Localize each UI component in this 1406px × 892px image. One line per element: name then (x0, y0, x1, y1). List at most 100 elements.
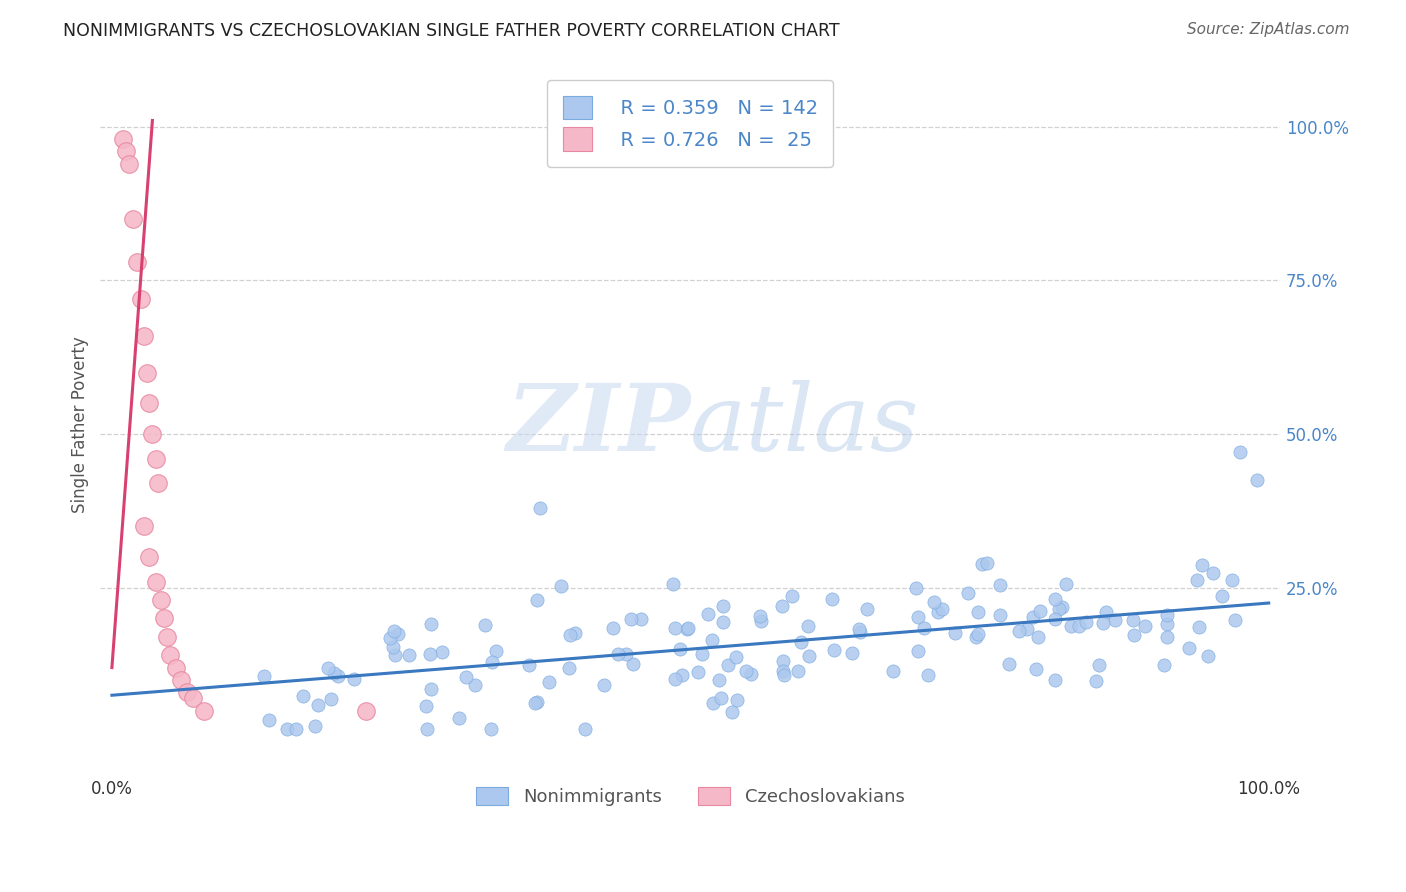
Point (787, 664, 810, 678)
Point (343, 672, 366, 686)
Point (328, 669, 350, 683)
Point (702, 696, 724, 710)
Point (717, 657, 740, 672)
Point (464, 678, 486, 692)
Point (780, 589, 803, 603)
Text: NONIMMIGRANTS VS CZECHOSLOVAKIAN SINGLE FATHER POVERTY CORRELATION CHART: NONIMMIGRANTS VS CZECHOSLOVAKIAN SINGLE … (63, 22, 839, 40)
Point (1054, 577, 1077, 591)
Point (127, 255, 149, 269)
Point (1092, 615, 1115, 630)
Point (671, 667, 693, 681)
Point (387, 627, 409, 641)
Point (176, 685, 198, 699)
Point (564, 626, 586, 640)
Point (138, 549, 160, 564)
Point (797, 619, 820, 633)
Point (384, 648, 406, 662)
Point (1076, 615, 1098, 629)
Point (799, 649, 821, 664)
Point (1025, 662, 1047, 676)
Point (675, 622, 697, 636)
Text: Source: ZipAtlas.com: Source: ZipAtlas.com (1187, 22, 1350, 37)
Point (621, 657, 644, 671)
Point (912, 621, 935, 635)
Point (1122, 613, 1144, 627)
Y-axis label: Single Father Poverty: Single Father Poverty (72, 336, 89, 513)
Point (614, 647, 637, 661)
Point (1156, 607, 1178, 622)
Point (606, 647, 628, 661)
Point (711, 615, 734, 630)
Point (526, 695, 548, 709)
Point (193, 704, 215, 718)
Point (474, 617, 496, 632)
Point (416, 722, 439, 736)
Point (398, 648, 420, 662)
Point (620, 612, 643, 626)
Point (153, 611, 176, 625)
Point (841, 646, 863, 660)
Point (749, 614, 772, 628)
Point (284, 722, 307, 736)
Point (664, 673, 686, 687)
Point (419, 647, 441, 661)
Point (526, 593, 548, 607)
Point (676, 621, 699, 635)
Point (1222, 573, 1244, 587)
Point (118, 156, 141, 170)
Point (165, 660, 187, 674)
Point (1177, 640, 1199, 655)
Point (724, 649, 747, 664)
Point (967, 605, 990, 619)
Point (529, 500, 551, 515)
Point (1088, 658, 1111, 673)
Point (630, 612, 652, 626)
Point (721, 705, 744, 719)
Point (988, 607, 1011, 622)
Point (970, 557, 993, 571)
Point (688, 665, 710, 679)
Point (1185, 573, 1208, 587)
Point (922, 594, 945, 608)
Point (558, 628, 581, 642)
Point (700, 632, 723, 647)
Point (917, 667, 939, 681)
Point (276, 722, 298, 736)
Point (323, 665, 346, 680)
Point (965, 630, 987, 644)
Legend: Nonimmigrants, Czechoslovakians: Nonimmigrants, Czechoslovakians (467, 778, 914, 815)
Point (907, 644, 929, 658)
Point (1246, 473, 1268, 487)
Point (602, 621, 624, 635)
Point (669, 642, 692, 657)
Point (856, 602, 879, 616)
Point (821, 591, 844, 606)
Point (1133, 619, 1156, 633)
Point (690, 647, 713, 661)
Point (382, 624, 405, 638)
Point (1156, 630, 1178, 644)
Point (485, 644, 508, 658)
Point (253, 669, 276, 683)
Point (1060, 619, 1083, 633)
Point (415, 698, 437, 713)
Point (662, 577, 685, 591)
Point (772, 664, 794, 678)
Point (1043, 612, 1066, 626)
Point (711, 599, 734, 613)
Point (148, 476, 170, 491)
Point (149, 593, 172, 607)
Point (790, 635, 813, 649)
Point (159, 648, 181, 663)
Point (823, 643, 845, 657)
Point (1188, 620, 1211, 634)
Point (770, 599, 793, 613)
Point (291, 689, 314, 703)
Point (709, 691, 731, 706)
Point (772, 654, 794, 668)
Point (1211, 589, 1233, 603)
Point (114, 145, 136, 159)
Point (988, 578, 1011, 592)
Point (1015, 622, 1038, 636)
Point (558, 661, 581, 675)
